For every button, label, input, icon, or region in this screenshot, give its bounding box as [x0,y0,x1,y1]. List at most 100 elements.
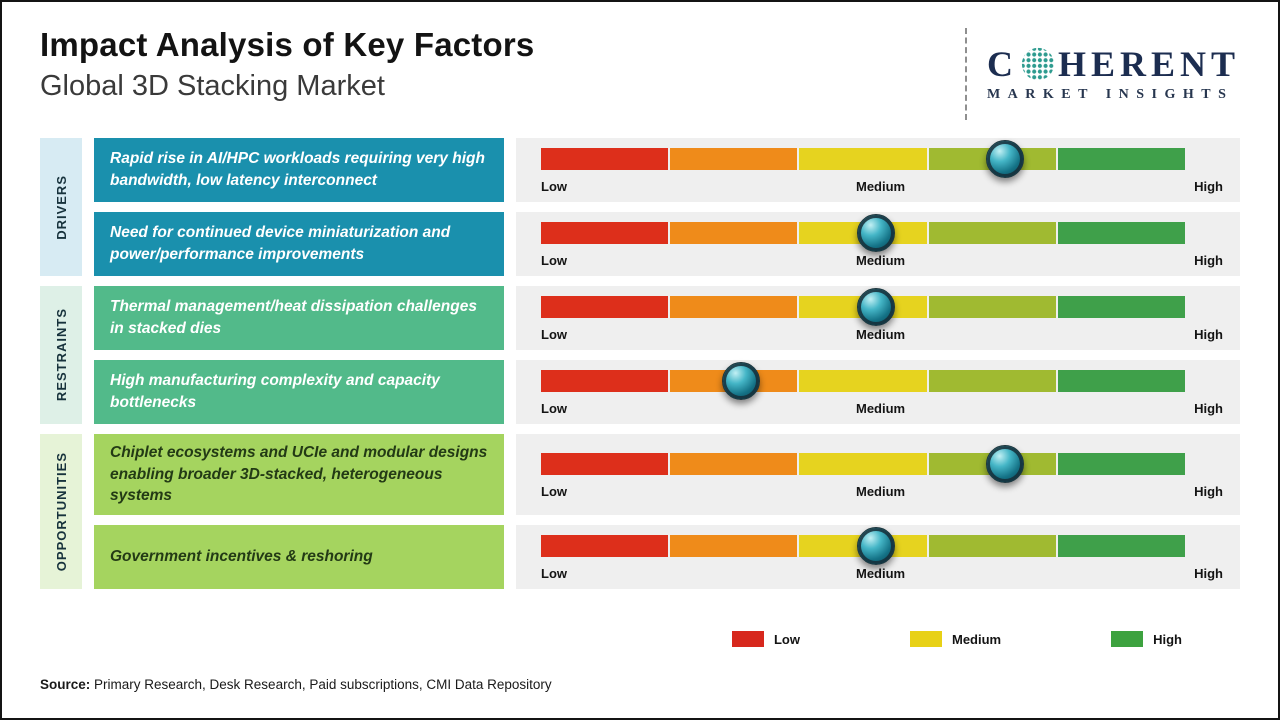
page-subtitle: Global 3D Stacking Market [40,70,385,102]
scale-label-high: High [1194,327,1223,342]
scale-label-high: High [1194,401,1223,416]
group-sidebar-label: OPPORTUNITIES [53,451,69,572]
impact-track-wrap [541,214,1186,252]
group-sidebar: RESTRAINTS [40,286,82,424]
header: Impact Analysis of Key Factors Global 3D… [40,26,1240,120]
impact-track [541,148,1186,170]
factor-label-box: Need for continued device miniaturizatio… [94,212,504,276]
group-sidebar: OPPORTUNITIES [40,434,82,590]
scale-segment [799,370,927,392]
scale-segment [541,452,669,475]
legend-label: Medium [951,631,1002,647]
legend-swatch [731,631,764,648]
factor-label: Chiplet ecosystems and UCIe and modular … [110,444,488,505]
scale-segment [670,535,798,558]
factor-label: Government incentives & reshoring [110,548,373,566]
group-sidebar: DRIVERS [40,138,82,276]
impact-track-wrap [541,140,1186,178]
scale-label-low: Low [541,253,567,268]
factor-label-box: Government incentives & reshoring [94,525,504,590]
scale-segment [799,452,927,475]
scale-segment [1057,452,1186,475]
impact-marker [985,140,1024,178]
scale-label-low: Low [541,483,567,499]
legend-label: High [1153,631,1182,647]
legend-swatch [1111,631,1144,648]
scale-labels: Low Medium High [541,566,1223,581]
scale-labels: Low Medium High [541,253,1223,268]
factor-row: High manufacturing complexity and capaci… [94,360,1240,424]
group-rows: Rapid rise in AI/HPC workloads requiring… [94,138,1240,276]
legend-item: Medium [909,631,1002,648]
impact-track [541,452,1186,475]
factor-label: Thermal management/heat dissipation chal… [110,298,477,337]
scale-segment [541,370,669,392]
source-line: Source: Primary Research, Desk Research,… [40,677,1240,692]
group-sidebar-label: RESTRAINTS [53,308,69,402]
scale-segment [541,148,669,170]
scale-label-medium: Medium [855,327,906,342]
scale-segment [1057,296,1186,318]
logo-text: C HERENT MARKET INSIGHTS [987,46,1240,103]
impact-track-wrap [541,444,1186,483]
impact-marker [721,362,760,400]
scale-segment [541,222,669,244]
factor-group: RESTRAINTS Thermal management/heat dissi… [40,286,1240,424]
header-titles: Impact Analysis of Key Factors Global 3D… [40,26,534,103]
legend-item: High [1111,631,1182,648]
scale-label-high: High [1194,483,1223,499]
group-rows: Thermal management/heat dissipation chal… [94,286,1240,424]
scale-label-high: High [1194,179,1223,194]
impact-bar-area: Low Medium High [516,434,1240,516]
factor-row: Chiplet ecosystems and UCIe and modular … [94,434,1240,516]
scale-segment [1057,222,1186,244]
factor-matrix: DRIVERS Rapid rise in AI/HPC workloads r… [40,138,1240,590]
scale-segment [928,535,1056,558]
scale-labels: Low Medium High [541,327,1223,342]
scale-segment [1057,148,1186,170]
impact-track [541,535,1186,558]
source-prefix: Source: [40,677,91,693]
scale-segment [670,452,798,475]
factor-row: Rapid rise in AI/HPC workloads requiring… [94,138,1240,202]
scale-segment [928,222,1056,244]
impact-bar-area: Low Medium High [516,212,1240,276]
scale-label-medium: Medium [855,401,906,416]
scale-label-low: Low [541,401,567,416]
factor-label: Rapid rise in AI/HPC workloads requiring… [110,150,485,189]
scale-label-low: Low [541,566,567,582]
factor-group: OPPORTUNITIES Chiplet ecosystems and UCI… [40,434,1240,590]
impact-marker [856,527,895,566]
scale-segment [1057,535,1186,558]
group-rows: Chiplet ecosystems and UCIe and modular … [94,434,1240,590]
impact-bar-area: Low Medium High [516,525,1240,590]
scale-segment [928,296,1056,318]
scale-label-medium: Medium [855,179,906,194]
scale-label-high: High [1194,566,1223,582]
scale-label-medium: Medium [855,253,906,268]
scale-segment [670,148,798,170]
legend-item: Low [731,631,800,648]
impact-marker [856,214,895,252]
scale-label-medium: Medium [855,566,906,582]
page-title: Impact Analysis of Key Factors [40,26,535,63]
source-text: Primary Research, Desk Research, Paid su… [90,677,552,693]
scale-segment [670,222,798,244]
scale-segment [1057,370,1186,392]
impact-bar-area: Low Medium High [516,360,1240,424]
scale-label-low: Low [541,179,567,194]
legend-swatch [909,631,942,648]
logo-letters-herent: HERENT [1057,43,1240,84]
factor-label-box: Rapid rise in AI/HPC workloads requiring… [94,138,504,202]
group-sidebar-label: DRIVERS [53,174,69,240]
legend: Low Medium High [40,631,1182,648]
impact-track-wrap [541,527,1186,566]
scale-segment [799,148,927,170]
scale-segment [670,296,798,318]
company-logo: C HERENT MARKET INSIGHTS [964,28,1240,120]
logo-tagline: MARKET INSIGHTS [986,86,1234,102]
scale-label-medium: Medium [855,483,906,499]
factor-label: Need for continued device miniaturizatio… [110,224,451,263]
factor-row: Need for continued device miniaturizatio… [94,212,1240,276]
